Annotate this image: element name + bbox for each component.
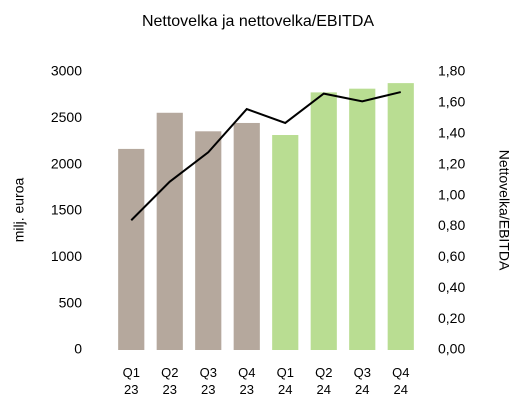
y-tick-label: 1500	[51, 202, 82, 218]
bar	[272, 135, 299, 350]
x-tick-label: Q1 24	[277, 365, 294, 397]
bar	[310, 92, 337, 351]
y-tick-label: 3000	[51, 63, 82, 79]
y-tick-label: 2500	[51, 109, 82, 125]
y2-tick-label: 1,80	[438, 63, 465, 79]
y2-axis-label: Nettovelka/EBITDA	[496, 150, 512, 271]
y-axis-label: milj. euroa	[11, 178, 27, 243]
y2-tick-label: 1,40	[438, 124, 465, 140]
x-tick-label: Q2 23	[161, 365, 178, 397]
bar	[195, 131, 222, 350]
y-tick-label: 2000	[51, 155, 82, 171]
bar	[156, 112, 183, 350]
y2-tick-label: 0,40	[438, 279, 465, 295]
x-tick-label: Q4 23	[238, 365, 255, 397]
x-tick-label: Q4 24	[392, 365, 409, 397]
y2-tick-label: 0,60	[438, 248, 465, 264]
y-tick-label: 500	[59, 294, 83, 310]
x-tick-label: Q1 23	[123, 365, 140, 397]
y2-tick-label: 1,60	[438, 94, 465, 110]
bar	[233, 122, 260, 350]
x-tick-label: Q2 24	[315, 365, 332, 397]
y-tick-label: 1000	[51, 248, 82, 264]
bar	[387, 83, 414, 351]
y2-tick-label: 1,00	[438, 186, 465, 202]
y2-tick-label: 0,80	[438, 217, 465, 233]
y2-tick-label: 0,00	[438, 341, 465, 357]
y-tick-label: 0	[74, 341, 82, 357]
bar	[118, 148, 145, 350]
bar	[349, 88, 376, 351]
chart-title: Nettovelka ja nettovelka/EBITDA	[142, 13, 374, 30]
y2-tick-label: 0,20	[438, 310, 465, 326]
x-tick-label: Q3 23	[200, 365, 217, 397]
y2-tick-label: 1,20	[438, 155, 465, 171]
x-tick-label: Q3 24	[354, 365, 371, 397]
line	[130, 91, 401, 221]
